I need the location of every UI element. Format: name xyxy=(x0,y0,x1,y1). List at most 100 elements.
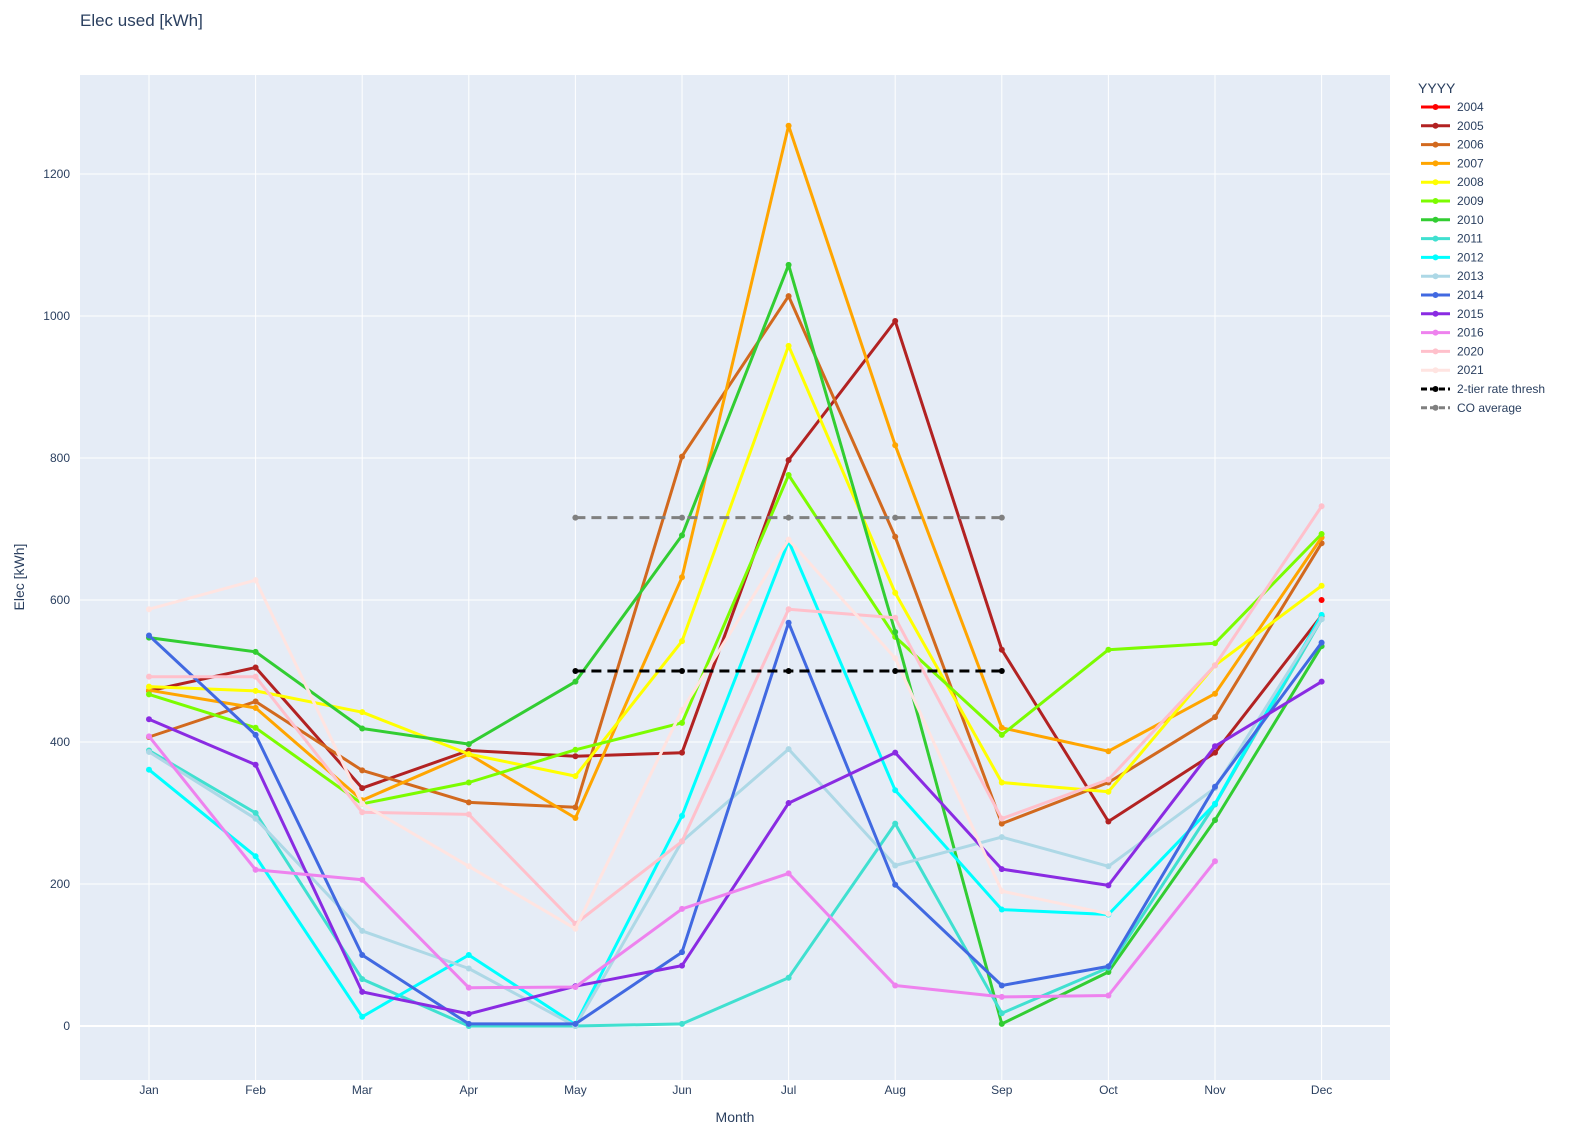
data-point xyxy=(998,834,1005,841)
data-point xyxy=(998,815,1005,822)
data-point xyxy=(1105,910,1112,917)
legend-item[interactable]: 2010 xyxy=(1421,213,1484,227)
data-point xyxy=(679,514,685,521)
legend[interactable]: YYYY 2004 2005 2006 2007 2008 2009 2010 2011 201… xyxy=(1418,80,1545,415)
series-layer xyxy=(146,122,1325,1029)
data-point xyxy=(359,709,366,716)
data-point xyxy=(892,533,899,540)
data-point xyxy=(1105,969,1112,976)
data-point xyxy=(1105,863,1112,870)
series-2020[interactable] xyxy=(146,503,1325,927)
series-2010[interactable] xyxy=(146,261,1325,1027)
legend-marker xyxy=(1432,404,1439,411)
data-point xyxy=(572,925,579,932)
legend-item[interactable]: 2016 xyxy=(1421,326,1484,340)
legend-item[interactable]: 2014 xyxy=(1421,288,1484,302)
data-point xyxy=(252,664,259,671)
legend-item[interactable]: 2008 xyxy=(1421,175,1484,189)
data-point xyxy=(679,905,685,912)
data-point xyxy=(998,646,1005,653)
data-point xyxy=(998,731,1005,738)
data-point xyxy=(465,811,472,818)
data-point xyxy=(572,773,579,780)
data-point xyxy=(359,876,366,883)
legend-item[interactable]: 2004 xyxy=(1421,100,1484,114)
series-line xyxy=(148,680,1323,1016)
series-2015[interactable] xyxy=(146,678,1325,1017)
data-point xyxy=(359,927,366,934)
legend-marker xyxy=(1432,292,1439,298)
data-point xyxy=(679,949,685,956)
data-point xyxy=(785,122,792,129)
legend-marker xyxy=(1432,329,1439,336)
data-point xyxy=(785,261,792,268)
data-point xyxy=(1105,776,1112,783)
legend-label: 2009 xyxy=(1457,194,1484,208)
data-point xyxy=(252,724,259,731)
legend-item[interactable]: 2006 xyxy=(1421,138,1484,152)
series-2021[interactable] xyxy=(146,536,1112,932)
data-point xyxy=(359,809,366,816)
x-tick-label: Oct xyxy=(1099,1083,1118,1097)
data-point xyxy=(252,577,259,584)
data-point xyxy=(572,753,579,760)
data-point xyxy=(359,785,366,792)
data-point xyxy=(679,838,685,845)
data-point xyxy=(1212,690,1218,697)
data-point xyxy=(892,514,899,521)
legend-marker xyxy=(1432,198,1439,204)
series-2016[interactable] xyxy=(146,733,1218,1000)
data-point xyxy=(679,719,685,726)
legend-item[interactable]: CO average xyxy=(1421,401,1522,415)
series-2014[interactable] xyxy=(146,619,1325,1027)
data-point xyxy=(1212,743,1218,750)
data-point xyxy=(892,655,899,662)
legend-label: 2007 xyxy=(1457,156,1484,170)
data-point xyxy=(892,442,899,449)
data-point xyxy=(1212,749,1218,756)
data-point xyxy=(572,678,579,685)
series-2-tier-rate-thresh[interactable] xyxy=(572,668,1005,674)
y-tick-label: 200 xyxy=(50,877,70,891)
legend-item[interactable]: 2021 xyxy=(1421,363,1484,377)
data-point xyxy=(998,866,1005,873)
series-line xyxy=(148,539,1323,1027)
data-point xyxy=(785,457,792,464)
data-point xyxy=(892,787,899,794)
data-point xyxy=(1105,646,1112,653)
legend-item[interactable]: 2020 xyxy=(1421,344,1484,358)
data-point xyxy=(998,906,1005,913)
data-point xyxy=(785,974,792,981)
legend-item[interactable]: 2011 xyxy=(1421,232,1483,246)
series-co-average[interactable] xyxy=(572,514,1005,521)
legend-item[interactable]: 2009 xyxy=(1421,194,1484,208)
data-point xyxy=(1105,818,1112,825)
series-line xyxy=(147,621,1323,1026)
data-point xyxy=(785,800,792,807)
series-line xyxy=(148,263,1323,1026)
x-tick-label: Jul xyxy=(781,1083,796,1097)
data-point xyxy=(785,746,792,753)
data-point xyxy=(679,1020,685,1027)
data-point xyxy=(252,761,259,768)
legend-item[interactable]: 2012 xyxy=(1421,250,1484,264)
data-point xyxy=(998,982,1005,989)
legend-marker xyxy=(1432,104,1439,110)
legend-item[interactable]: 2007 xyxy=(1421,156,1484,170)
data-point xyxy=(785,619,792,626)
series-2004[interactable] xyxy=(1318,597,1325,603)
data-point xyxy=(679,453,685,460)
data-point xyxy=(679,532,685,539)
legend-item[interactable]: 2013 xyxy=(1421,269,1484,283)
legend-item[interactable]: 2-tier rate thresh xyxy=(1421,382,1545,396)
data-point xyxy=(892,862,899,869)
data-point xyxy=(1318,678,1325,685)
data-point xyxy=(146,606,152,613)
legend-item[interactable]: 2005 xyxy=(1421,119,1484,133)
chart-title: Elec used [kWh] xyxy=(80,11,203,30)
data-point xyxy=(998,1020,1005,1027)
legend-item[interactable]: 2015 xyxy=(1421,307,1484,321)
data-point xyxy=(679,574,685,581)
data-point xyxy=(572,804,579,811)
x-tick-label: Jun xyxy=(672,1083,691,1097)
